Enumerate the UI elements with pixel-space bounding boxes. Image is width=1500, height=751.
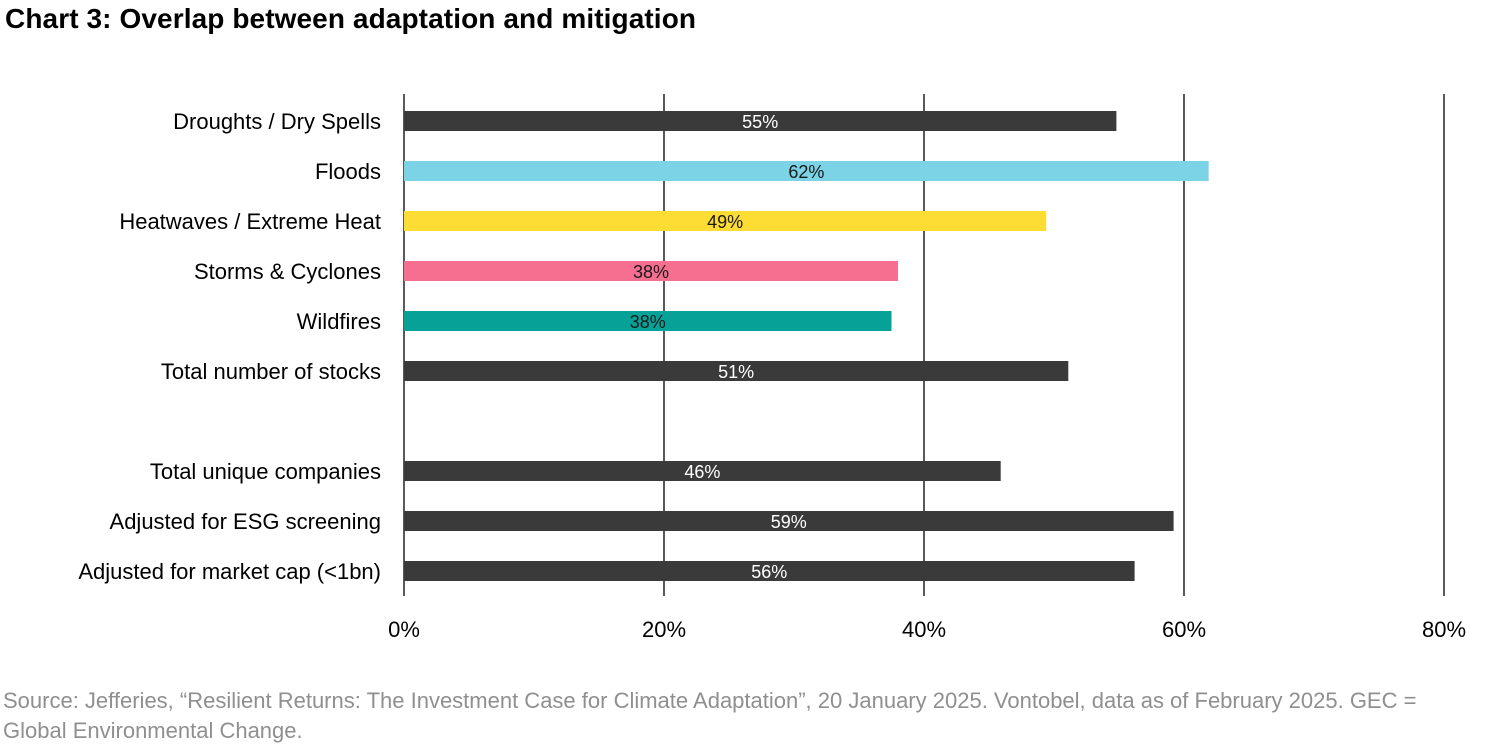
x-tick-label: 60% [1162,617,1206,642]
data-label: 46% [684,462,720,482]
chart-title: Chart 3: Overlap between adaptation and … [5,3,697,34]
category-label: Wildfires [297,309,381,334]
bar [404,511,1174,531]
bar [404,361,1069,381]
bar [404,311,892,331]
category-label: Total unique companies [150,459,381,484]
x-tick-label: 80% [1422,617,1466,642]
bar [404,461,1001,481]
x-tick-label: 20% [642,617,686,642]
data-label: 62% [788,162,824,182]
bar [404,211,1047,231]
data-label: 38% [633,262,669,282]
x-tick-label: 0% [388,617,420,642]
category-label: Heatwaves / Extreme Heat [119,209,381,234]
data-label: 38% [630,312,666,332]
category-label: Adjusted for market cap (<1bn) [78,559,381,584]
data-label: 51% [718,362,754,382]
x-tick-label: 40% [902,617,946,642]
bar [404,161,1209,181]
bar [404,111,1117,131]
category-label: Adjusted for ESG screening [110,509,381,534]
source-note: Source: Jefferies, “Resilient Returns: T… [3,688,1417,743]
category-label: Floods [315,159,381,184]
data-label: 59% [771,512,807,532]
bar [404,561,1135,581]
bar-chart: 0% 20% 40% 60% 80% Droughts / Dry Spells 55% Fl… [78,94,1466,642]
data-label: 56% [751,562,787,582]
data-label: 49% [707,212,743,232]
bar [404,261,898,281]
category-label: Storms & Cyclones [194,259,381,284]
data-label: 55% [742,112,778,132]
category-label: Droughts / Dry Spells [173,109,381,134]
category-label: Total number of stocks [161,359,381,384]
